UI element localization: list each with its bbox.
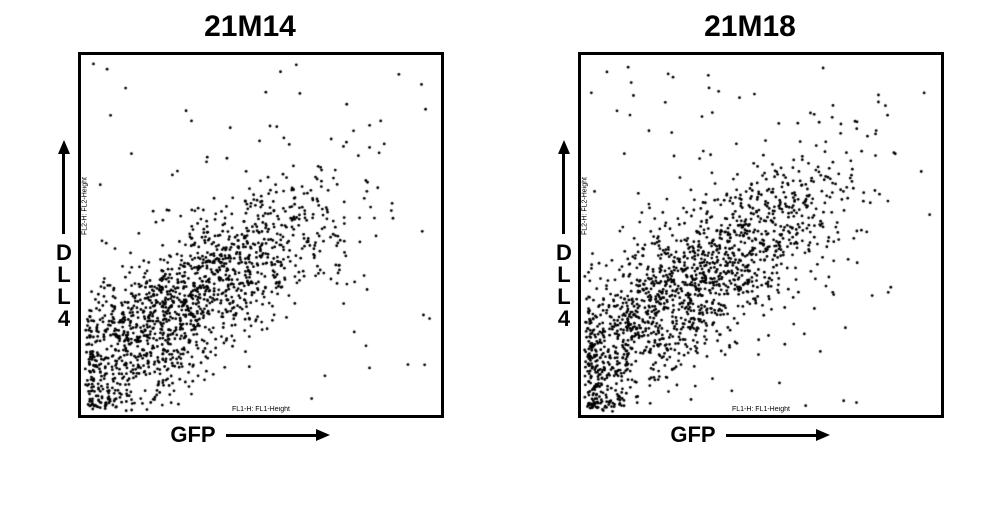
plot-row: DLL4 FL2-H: FL2-Height FL1-H: FL1-Height bbox=[556, 52, 944, 418]
arrow-right-icon bbox=[226, 429, 330, 441]
inner-y-axis-label: FL2-H: FL2-Height bbox=[581, 177, 588, 235]
y-axis-label: DLL4 bbox=[556, 242, 572, 330]
panel-title: 21M18 bbox=[704, 10, 796, 44]
arrow-stem-v bbox=[562, 154, 565, 234]
y-axis-label: DLL4 bbox=[56, 242, 72, 330]
plot-row: DLL4 FL2-H: FL2-Height FL1-H: FL1-Height bbox=[56, 52, 444, 418]
scatter-plot-box: FL2-H: FL2-Height FL1-H: FL1-Height bbox=[78, 52, 444, 418]
y-axis-block: DLL4 bbox=[556, 140, 572, 330]
arrow-right-icon bbox=[726, 429, 830, 441]
x-axis-label: GFP bbox=[170, 422, 215, 448]
inner-x-axis-label: FL1-H: FL1-Height bbox=[732, 406, 790, 413]
arrow-stem-h bbox=[726, 434, 816, 437]
arrow-stem-h bbox=[226, 434, 316, 437]
arrow-up-icon bbox=[558, 140, 570, 234]
inner-y-axis-label: FL2-H: FL2-Height bbox=[81, 177, 88, 235]
x-axis-label: GFP bbox=[670, 422, 715, 448]
panel-21M14: 21M14 DLL4 FL2-H: FL2-Height FL1-H: FL1-… bbox=[56, 10, 444, 448]
x-axis-block: GFP bbox=[670, 422, 829, 448]
arrow-stem-v bbox=[62, 154, 65, 234]
x-axis-block: GFP bbox=[170, 422, 329, 448]
scatter-canvas bbox=[581, 55, 941, 415]
panel-21M18: 21M18 DLL4 FL2-H: FL2-Height FL1-H: FL1-… bbox=[556, 10, 944, 448]
inner-x-axis-label: FL1-H: FL1-Height bbox=[232, 406, 290, 413]
figure-container: 21M14 DLL4 FL2-H: FL2-Height FL1-H: FL1-… bbox=[0, 0, 1000, 523]
arrow-up-icon bbox=[58, 140, 70, 234]
scatter-plot-box: FL2-H: FL2-Height FL1-H: FL1-Height bbox=[578, 52, 944, 418]
panel-title: 21M14 bbox=[204, 10, 296, 44]
scatter-canvas bbox=[81, 55, 441, 415]
y-axis-block: DLL4 bbox=[56, 140, 72, 330]
